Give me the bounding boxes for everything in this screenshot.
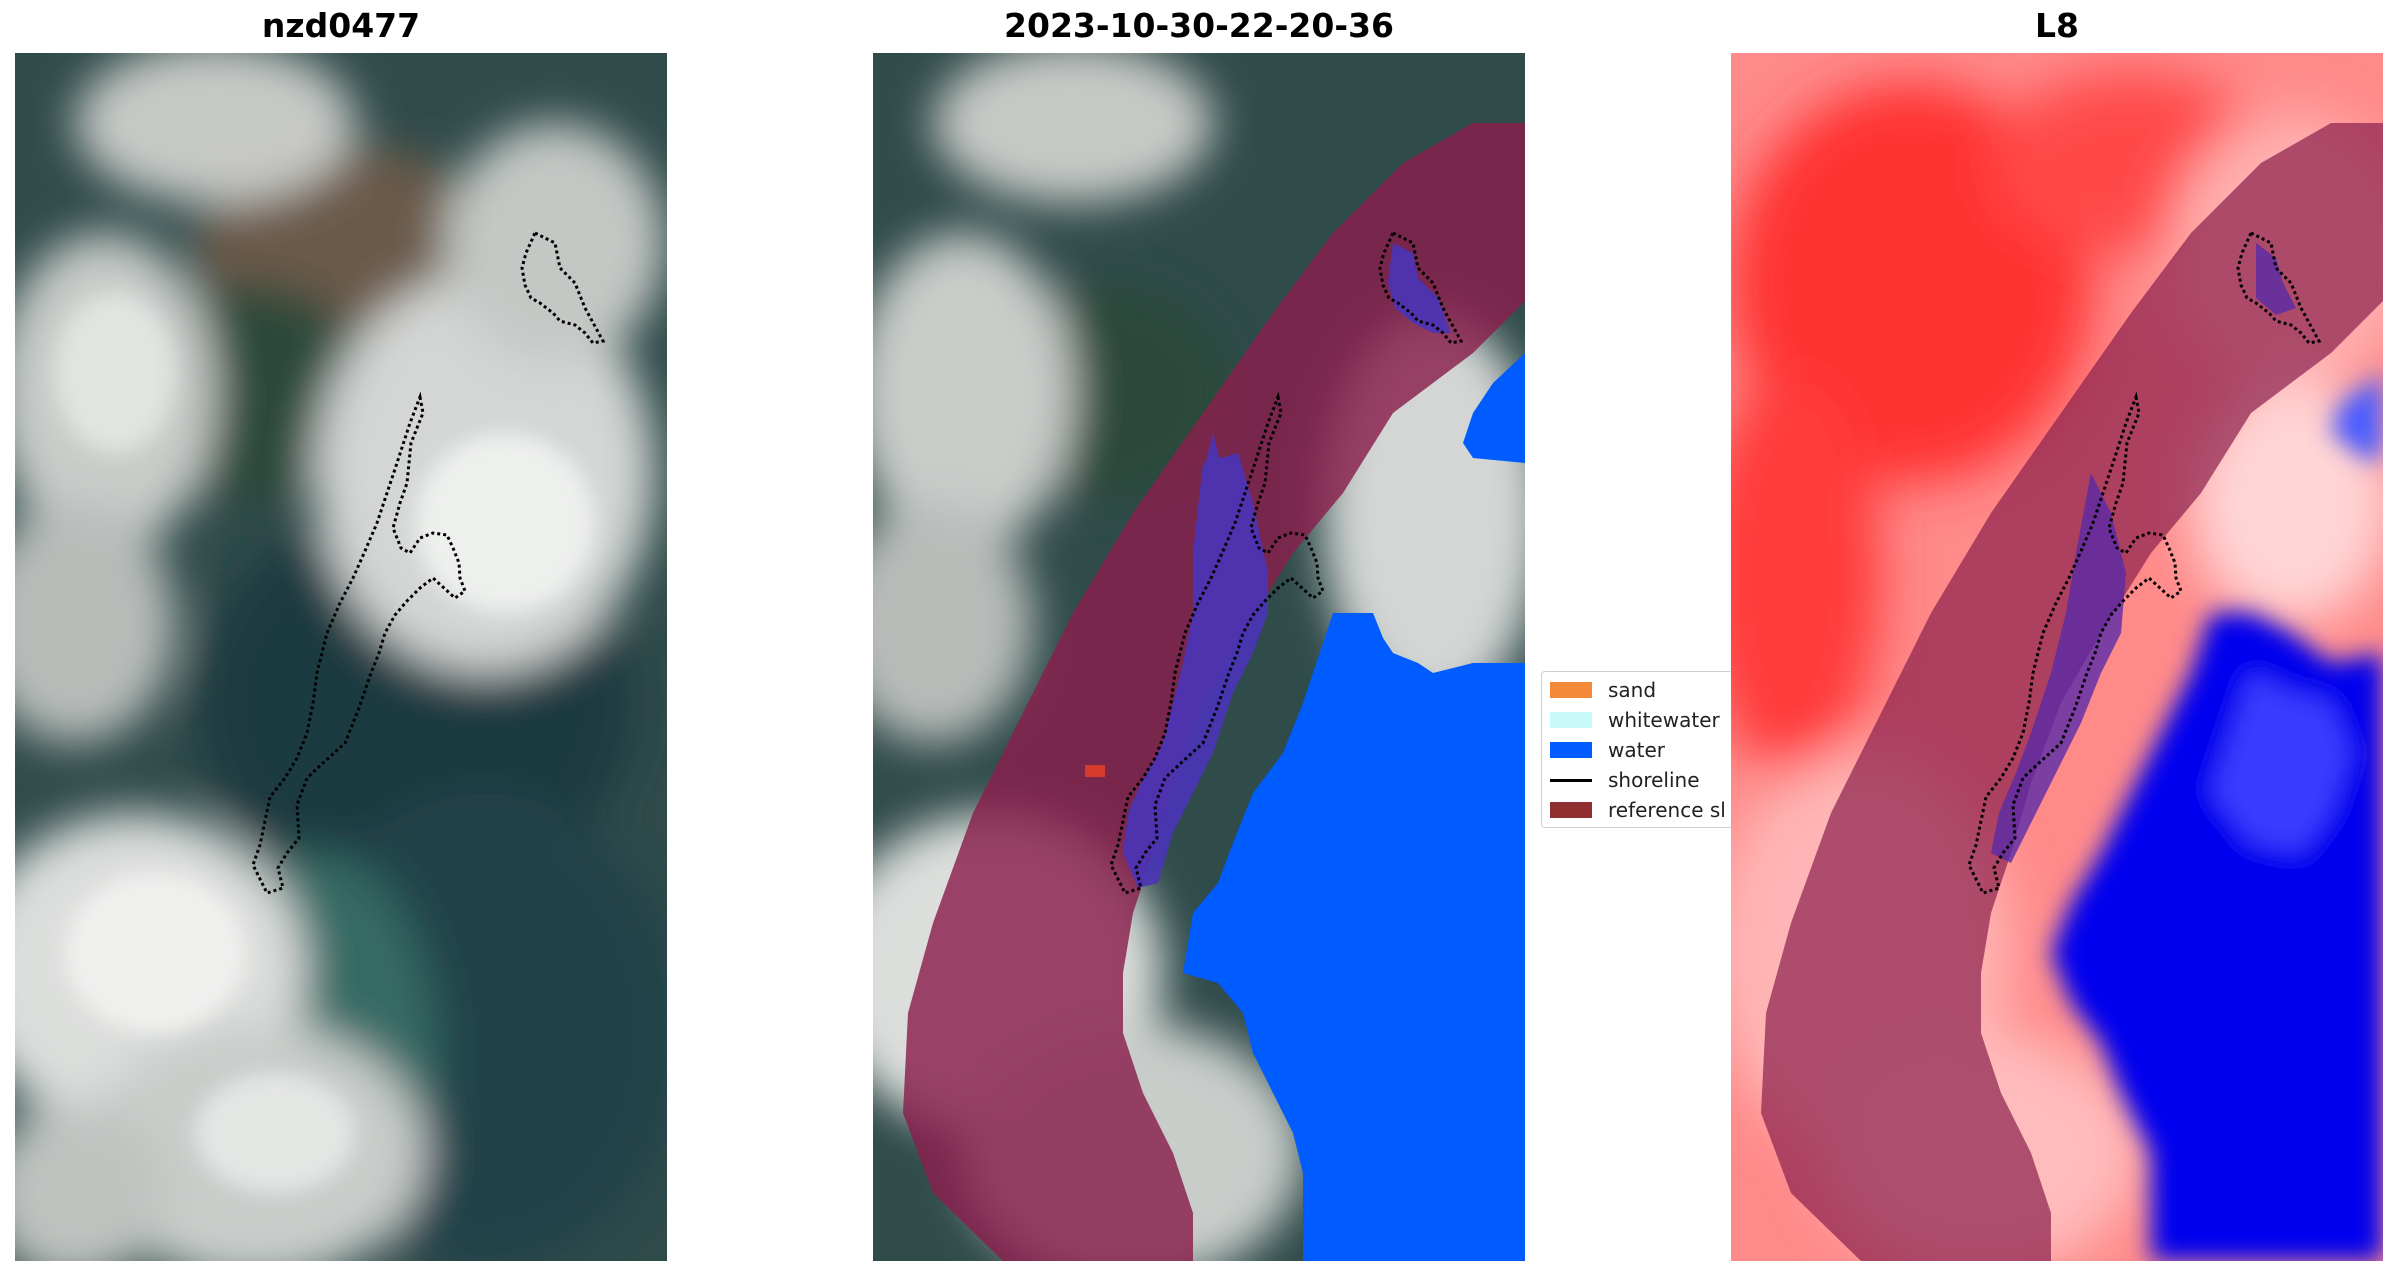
legend-label: sand (1608, 678, 1657, 702)
shoreline-contour-classified (1109, 230, 1464, 895)
water-index-under-buffer (1991, 243, 2296, 863)
legend-label: shoreline (1608, 768, 1700, 792)
legend-item-water: water (1550, 738, 1665, 762)
index-image-panel (1731, 53, 2383, 1261)
panel-title-index: L8 (2035, 6, 2079, 45)
panel-title-classified: 2023-10-30-22-20-36 (1004, 6, 1394, 45)
legend: sand whitewater water shoreline referenc… (1541, 671, 1733, 828)
rgb-image-panel (15, 53, 667, 1261)
water-under-buffer (1123, 243, 1451, 888)
reference-shoreline-buffer-classified (903, 123, 1525, 1261)
reference-shoreline-swatch (1550, 802, 1592, 818)
reference-shoreline-buffer-index (1761, 123, 2383, 1261)
shoreline-contour-rgb (251, 230, 606, 895)
shoreline-line-swatch (1550, 778, 1592, 782)
shoreline-contour-index (1967, 230, 2322, 895)
legend-label: water (1608, 738, 1665, 762)
legend-item-whitewater: whitewater (1550, 708, 1720, 732)
water-class-region (1183, 353, 1525, 1261)
legend-item-shoreline: shoreline (1550, 768, 1700, 792)
whitewater-swatch (1550, 712, 1592, 728)
legend-label: whitewater (1608, 708, 1720, 732)
legend-item-reference-shoreline: reference sl (1550, 798, 1726, 822)
panel-title-rgb: nzd0477 (261, 6, 421, 45)
classified-image-panel (873, 53, 1525, 1261)
sand-swatch (1550, 682, 1592, 698)
sand-class-pixel (1085, 765, 1105, 777)
water-swatch (1550, 742, 1592, 758)
legend-item-sand: sand (1550, 678, 1656, 702)
legend-label: reference sl (1608, 798, 1726, 822)
